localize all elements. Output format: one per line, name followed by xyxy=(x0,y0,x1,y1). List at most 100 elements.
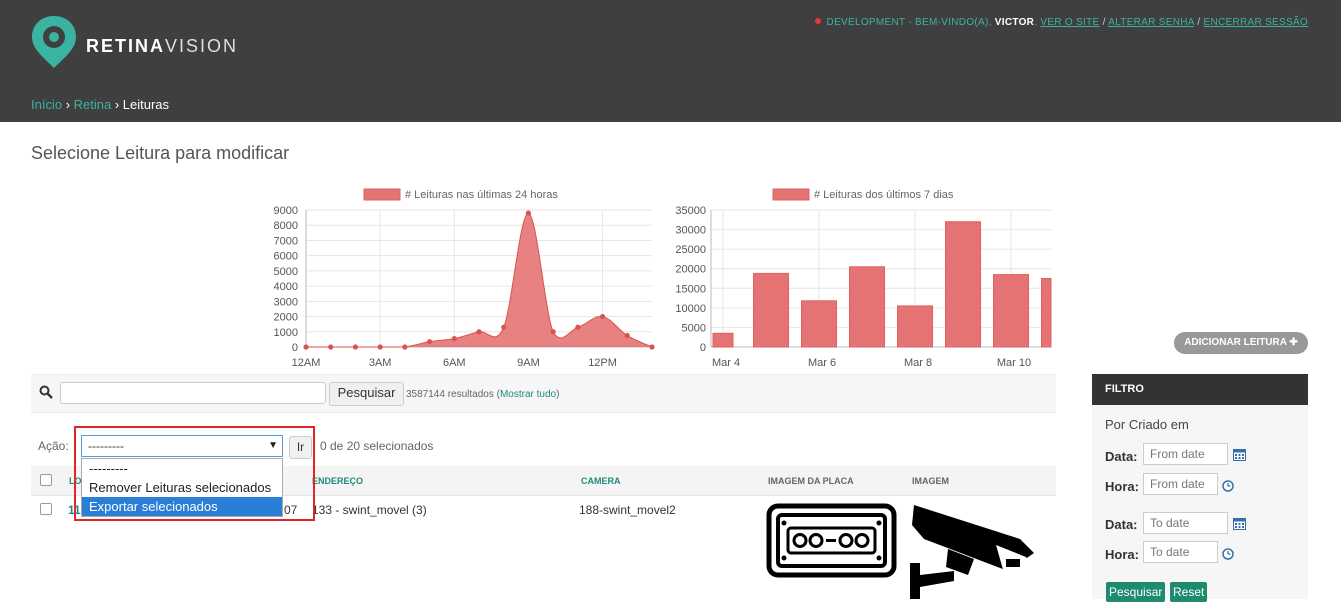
select-all-checkbox[interactable] xyxy=(40,474,52,486)
show-all-link[interactable]: Mostrar tudo xyxy=(499,389,557,400)
data-point xyxy=(451,336,457,342)
y-tick-label: 5000 xyxy=(682,322,706,334)
data-point xyxy=(402,344,408,350)
data-point xyxy=(525,210,532,216)
readings-24h-chart: # Leituras nas últimas 24 horas 0 1000 200… xyxy=(274,188,655,369)
selection-counter: 0 de 20 selecionados xyxy=(320,439,434,453)
brand-name: RETINAVISION xyxy=(86,36,239,56)
add-reading-button[interactable]: ADICIONAR LEITURA ✚ xyxy=(1174,332,1308,354)
row-checkbox[interactable] xyxy=(40,503,52,515)
clock-icon[interactable] xyxy=(1222,548,1234,560)
y-tick-label: 2000 xyxy=(274,312,298,324)
clock-icon[interactable] xyxy=(1222,480,1234,492)
action-option-export[interactable]: Exportar selecionados xyxy=(82,497,282,516)
action-option-empty[interactable]: --------- xyxy=(89,461,128,476)
y-tick-label: 4000 xyxy=(274,281,298,293)
x-tick-label: 12PM xyxy=(588,357,617,369)
series-area xyxy=(306,213,652,347)
go-button[interactable]: Ir xyxy=(289,436,312,459)
x-tick-label: Mar 6 xyxy=(808,357,836,369)
y-tick-label: 20000 xyxy=(675,264,706,276)
data-point xyxy=(550,329,556,335)
x-tick-label: 3AM xyxy=(369,357,392,369)
to-date-input[interactable]: To date xyxy=(1143,512,1228,534)
y-tick-label: 6000 xyxy=(274,251,298,263)
from-date-label: Data: xyxy=(1105,449,1138,464)
highlight-box xyxy=(74,426,315,521)
legend-label: # Leituras dos últimos 7 dias xyxy=(814,189,954,201)
header-camera[interactable]: CAMERA xyxy=(581,476,621,486)
page-title: Selecione Leitura para modificar xyxy=(31,143,290,163)
x-tick-label: Mar 4 xyxy=(712,357,740,369)
breadcrumb-current: Leituras xyxy=(122,97,170,112)
data-point xyxy=(352,344,359,350)
from-time-input[interactable]: From date xyxy=(1143,473,1218,495)
data-point xyxy=(649,344,655,350)
series-line xyxy=(306,212,653,348)
status-dot-icon xyxy=(814,18,821,24)
calendar-icon[interactable] xyxy=(1233,517,1246,530)
to-date-label: Data: xyxy=(1105,517,1138,532)
data-point xyxy=(575,324,581,330)
legend-label: # Leituras nas últimas 24 horas xyxy=(405,189,558,201)
y-tick-label: 35000 xyxy=(675,205,706,217)
search-button[interactable]: Pesquisar xyxy=(329,382,404,406)
data-point xyxy=(328,344,334,350)
readings-7d-chart: # Leituras dos últimos 7 dias 0 5000 10000… xyxy=(675,188,1052,369)
bar xyxy=(753,272,789,348)
breadcrumb: Início › Retina › Leituras xyxy=(31,97,170,112)
retina-logo-icon xyxy=(32,16,76,68)
y-tick-label: 0 xyxy=(292,342,298,354)
action-dropdown-list: --------- Remover Leituras selecionados … xyxy=(81,458,283,517)
bar xyxy=(1041,278,1052,348)
search-toolbar: Pesquisar 3587144 resultados (Mostrar tu… xyxy=(31,374,1056,413)
site-header: RETINAVISION DEVELOPMENT - BEM-VINDO(A),… xyxy=(0,0,1341,122)
security-camera-icon xyxy=(910,505,1034,599)
from-time-label: Hora: xyxy=(1105,479,1139,494)
action-label: Ação: xyxy=(38,439,69,453)
bar xyxy=(712,332,734,348)
to-time-input[interactable]: To date xyxy=(1143,541,1218,563)
calendar-icon[interactable] xyxy=(1233,448,1246,461)
legend-swatch xyxy=(772,188,810,201)
data-point xyxy=(303,344,309,350)
bar xyxy=(945,221,981,348)
data-point xyxy=(377,344,383,350)
bar xyxy=(849,266,885,348)
y-tick-label: 25000 xyxy=(675,244,706,256)
x-tick-label: Mar 8 xyxy=(904,357,932,369)
data-point xyxy=(476,329,482,335)
breadcrumb-home[interactable]: Início xyxy=(31,97,63,112)
header-endereco[interactable]: ENDEREÇO xyxy=(312,476,364,486)
legend-swatch xyxy=(363,188,401,201)
data-point xyxy=(624,332,630,339)
header-plate-image: IMAGEM DA PLACA xyxy=(768,476,854,486)
y-tick-label: 5000 xyxy=(274,266,298,278)
x-tick-label: 12AM xyxy=(292,357,321,369)
bar xyxy=(801,300,837,348)
logout-link[interactable]: ENCERRAR SESSÃO xyxy=(1203,17,1308,28)
bar xyxy=(993,274,1029,348)
dropdown-arrow-icon: ▼ xyxy=(268,440,278,451)
search-input[interactable] xyxy=(60,382,326,404)
filter-reset-button[interactable]: Reset xyxy=(1170,582,1208,602)
from-date-input[interactable]: From date xyxy=(1143,443,1228,465)
y-tick-label: 8000 xyxy=(274,220,298,232)
plus-icon: ✚ xyxy=(1289,337,1298,348)
breadcrumb-retina[interactable]: Retina xyxy=(73,97,112,112)
y-tick-label: 0 xyxy=(700,342,706,354)
change-password-link[interactable]: ALTERAR SENHA xyxy=(1108,17,1195,28)
search-icon xyxy=(39,385,53,399)
y-tick-label: 1000 xyxy=(274,327,298,339)
filter-search-button[interactable]: Pesquisar xyxy=(1106,582,1166,602)
data-point xyxy=(599,313,606,320)
view-site-link[interactable]: VER O SITE xyxy=(1040,17,1100,28)
filter-panel: Por Criado em Data: From date Hora: From… xyxy=(1092,405,1308,602)
user-tools: DEVELOPMENT - BEM-VINDO(A), VICTOR. VER … xyxy=(814,17,1308,28)
data-point xyxy=(426,339,433,345)
user-name: VICTOR xyxy=(994,17,1035,28)
action-option-remove[interactable]: Remover Leituras selecionados xyxy=(89,480,272,495)
x-tick-label: 6AM xyxy=(443,357,466,369)
action-select[interactable]: --------- ▼ xyxy=(81,435,283,457)
row-endereco: 133 - swint_movel (3) xyxy=(312,503,427,517)
